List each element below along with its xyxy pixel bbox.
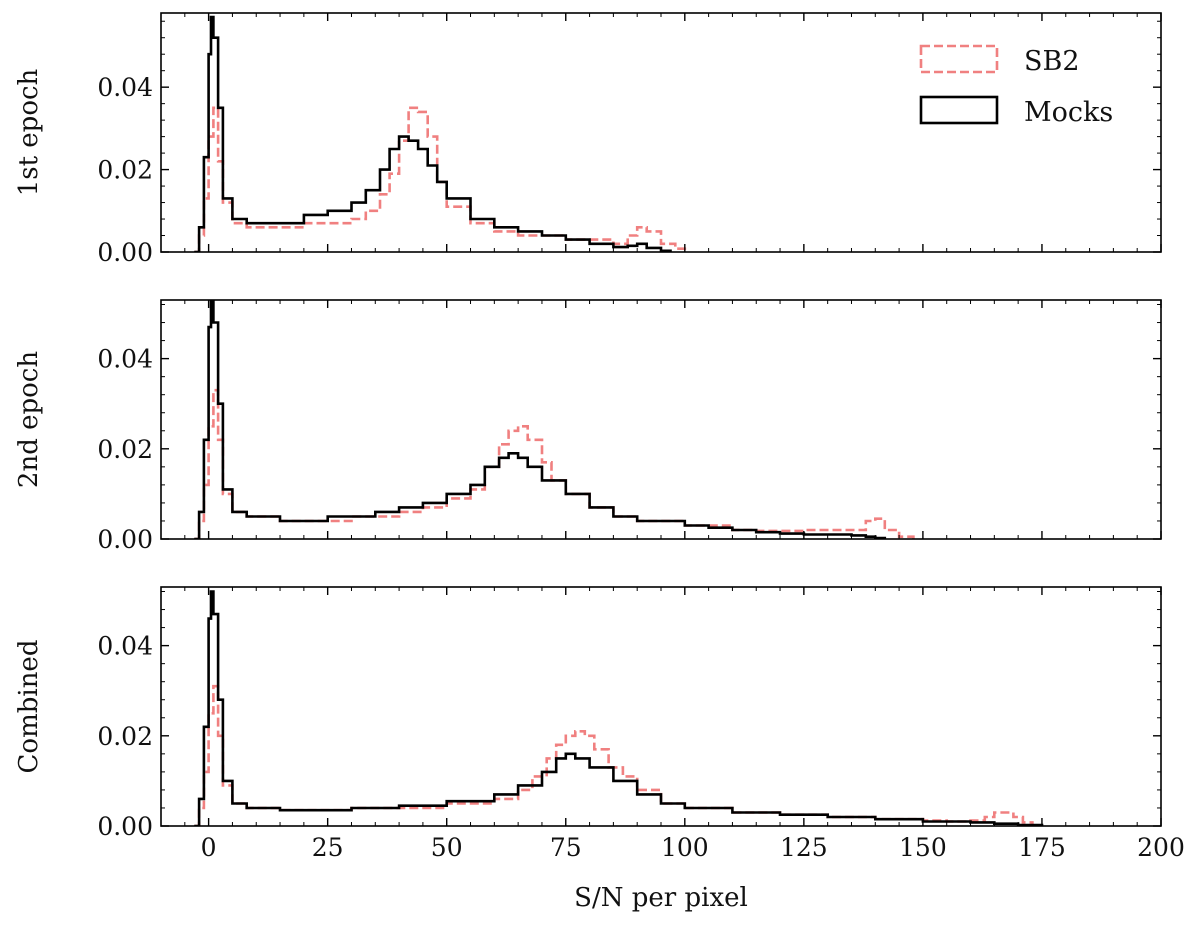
- legend-label-mocks: Mocks: [1024, 97, 1113, 128]
- x-tick-label: 75: [550, 833, 582, 862]
- y-tick-label: 0.02: [97, 156, 153, 185]
- series-mocks-line: [194, 300, 887, 539]
- panel-2: 0.00 0.02 0.04 2nd epoch: [14, 299, 1162, 554]
- legend-swatch-sb2: [919, 44, 999, 74]
- x-tick-label: 100: [661, 833, 709, 862]
- series-sb2-line: [194, 388, 915, 539]
- x-tick-label: 200: [1137, 833, 1185, 862]
- x-tick-label: 150: [899, 833, 947, 862]
- x-tick-label: 25: [312, 833, 344, 862]
- series-mocks-line: [194, 590, 1044, 826]
- y-tick-label: 0.00: [97, 525, 153, 554]
- y-tick-label: 0.04: [97, 632, 153, 661]
- panel-3: 0.00 0.02 0.04 Combined 0 25 50 75 100 125 150 175 2…: [14, 586, 1185, 913]
- panel-1: 0.00 0.02 0.04 1st epoch SB2 Mocks: [14, 12, 1162, 267]
- legend-label-sb2: SB2: [1024, 46, 1080, 77]
- series-sb2-line: [194, 106, 687, 252]
- y-axis-label: 2nd epoch: [14, 351, 44, 488]
- y-axis-label: 1st epoch: [14, 68, 44, 196]
- series-mocks-line: [194, 15, 672, 252]
- legend: SB2 Mocks: [919, 44, 1113, 128]
- series-sb2-line: [194, 684, 1034, 826]
- y-tick-label: 0.00: [97, 812, 153, 841]
- x-axis-label: S/N per pixel: [574, 883, 748, 913]
- axes-frame: [160, 299, 1162, 540]
- legend-swatch-mocks: [919, 95, 999, 125]
- x-tick-label: 125: [780, 833, 828, 862]
- y-tick-label: 0.04: [97, 73, 153, 102]
- y-tick-label: 0.02: [97, 435, 153, 464]
- y-tick-label: 0.04: [97, 345, 153, 374]
- axes-frame: [160, 586, 1162, 827]
- y-axis-label: Combined: [14, 640, 44, 774]
- x-tick-label: 175: [1018, 833, 1066, 862]
- y-tick-label: 0.00: [97, 238, 153, 267]
- y-tick-label: 0.02: [97, 722, 153, 751]
- x-tick-label: 50: [431, 833, 463, 862]
- x-tick-label: 0: [201, 833, 217, 862]
